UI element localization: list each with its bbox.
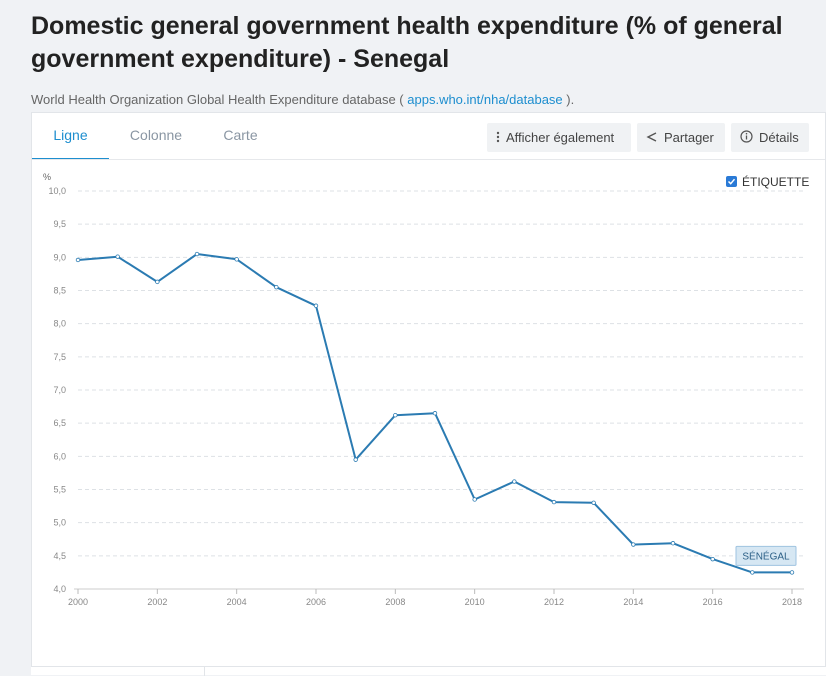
tab-column[interactable]: Colonne	[129, 127, 183, 143]
tab-map[interactable]: Carte	[223, 127, 258, 143]
x-tick-label: 2008	[385, 597, 405, 607]
y-tick-label: 10,0	[48, 186, 66, 196]
label-toggle[interactable]: ÉTIQUETTE	[726, 175, 809, 189]
info-icon	[740, 124, 753, 153]
y-tick-label: 9,0	[53, 252, 66, 262]
share-icon	[646, 124, 658, 153]
page-title: Domestic general government health expen…	[31, 12, 783, 73]
data-point[interactable]	[234, 257, 239, 262]
show-also-label: Afficher également	[506, 130, 615, 145]
data-point[interactable]	[512, 479, 517, 484]
x-tick-label: 2016	[703, 597, 723, 607]
data-point[interactable]	[274, 284, 279, 290]
data-point[interactable]	[750, 570, 755, 575]
x-tick-label: 2006	[306, 597, 326, 607]
data-point[interactable]	[115, 254, 120, 259]
y-tick-label: 7,0	[53, 385, 66, 395]
x-tick-label: 2012	[544, 597, 564, 607]
y-tick-label: 4,0	[53, 584, 66, 594]
data-point[interactable]	[670, 541, 676, 546]
chart-panel: Ligne Colonne Carte Afficher également P…	[31, 112, 826, 675]
line-chart: % 4,0 4,5 5,0 5,5 6,0 6,5 7,0 7,5 8,0 8,5 9,0 9,5 10,…	[43, 172, 804, 607]
x-tick-label: 2002	[147, 597, 167, 607]
data-point[interactable]	[75, 257, 81, 263]
y-tick-label: 6,0	[53, 451, 66, 461]
x-tick-label: 2010	[465, 597, 485, 607]
details-label: Détails	[759, 130, 799, 145]
series-label: SÉNÉGAL	[742, 549, 790, 562]
bottom-divider	[204, 667, 205, 676]
x-tick-label: 2014	[623, 597, 643, 607]
label-checkbox[interactable]	[726, 176, 737, 187]
data-point[interactable]	[393, 413, 398, 418]
label-toggle-text: ÉTIQUETTE	[742, 175, 810, 189]
data-point[interactable]	[194, 251, 200, 257]
y-tick-label: 8,5	[53, 286, 66, 296]
y-tick-label: 6,5	[53, 418, 66, 428]
data-point[interactable]	[313, 303, 319, 308]
source-prefix: World Health Organization Global Health …	[31, 92, 408, 107]
y-tick-label: 4,5	[53, 551, 66, 561]
data-point[interactable]	[789, 570, 795, 575]
source-link[interactable]: apps.who.int/nha/database	[407, 92, 563, 107]
y-axis-unit-label: %	[43, 172, 51, 182]
share-button[interactable]: Partager	[637, 123, 725, 152]
data-point[interactable]	[472, 497, 477, 502]
more-vertical-icon	[496, 124, 500, 153]
data-point[interactable]	[710, 556, 715, 562]
y-tick-label: 9,5	[53, 219, 66, 229]
data-point[interactable]	[591, 500, 596, 505]
data-point[interactable]	[155, 279, 160, 285]
source-suffix: ).	[562, 92, 575, 107]
data-point[interactable]	[432, 411, 438, 416]
data-point[interactable]	[551, 499, 557, 505]
details-button[interactable]: Détails	[731, 123, 809, 152]
y-tick-label: 5,5	[53, 485, 66, 495]
show-also-button[interactable]: Afficher également	[487, 123, 631, 152]
x-tick-label: 2018	[782, 597, 802, 607]
data-point[interactable]	[631, 542, 636, 547]
series-label-box	[735, 545, 797, 566]
data-point[interactable]	[353, 457, 358, 462]
bottom-strip	[31, 666, 826, 676]
source-line: World Health Organization Global Health …	[31, 92, 574, 107]
y-tick-label: 8,0	[53, 319, 66, 329]
x-tick-label: 2000	[68, 597, 88, 607]
share-label: Partager	[664, 130, 714, 145]
y-tick-label: 7,5	[53, 352, 66, 362]
x-tick-label: 2004	[227, 597, 247, 607]
tabs-divider	[32, 159, 825, 160]
y-tick-label: 5,0	[53, 518, 66, 528]
